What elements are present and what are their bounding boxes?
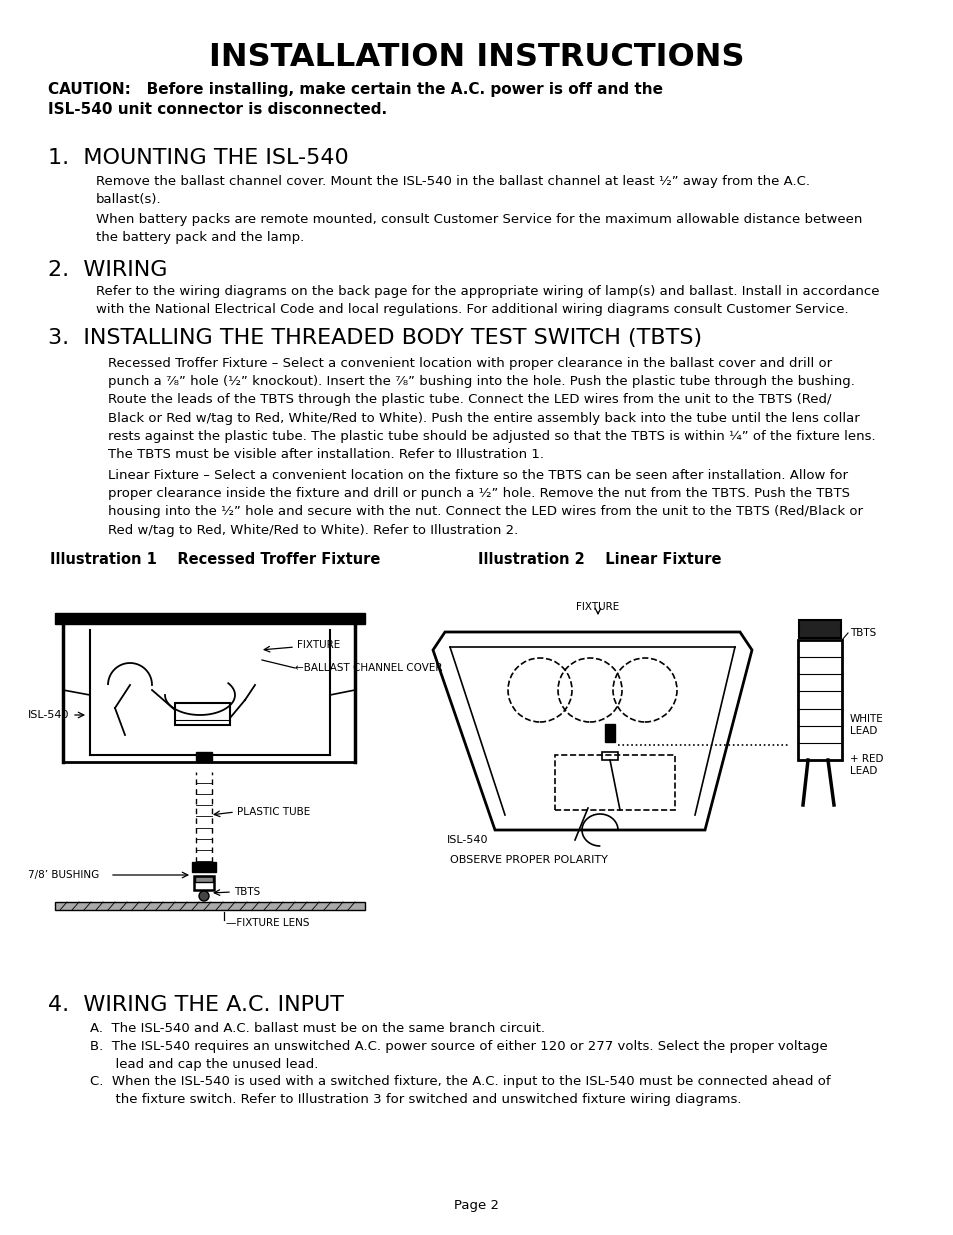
Text: When battery packs are remote mounted, consult Customer Service for the maximum : When battery packs are remote mounted, c… [96, 212, 862, 245]
Text: FIXTURE: FIXTURE [296, 640, 340, 650]
Bar [601, 752, 618, 760]
Text: CAUTION:   Before installing, make certain the A.C. power is off and the
ISL-540: CAUTION: Before installing, make certain… [48, 82, 662, 117]
Text: 4.  WIRING THE A.C. INPUT: 4. WIRING THE A.C. INPUT [48, 995, 344, 1015]
Text: ISL-540: ISL-540 [447, 835, 488, 845]
Text: Recessed Troffer Fixture – Select a convenient location with proper clearance in: Recessed Troffer Fixture – Select a conv… [108, 357, 875, 461]
Bar [195, 752, 212, 762]
Text: —FIXTURE LENS: —FIXTURE LENS [226, 918, 309, 927]
Text: Refer to the wiring diagrams on the back page for the appropriate wiring of lamp: Refer to the wiring diagrams on the back… [96, 285, 879, 316]
Text: + RED
LEAD: + RED LEAD [849, 753, 882, 777]
Bar [604, 724, 615, 742]
Text: Illustration 1    Recessed Troffer Fixture: Illustration 1 Recessed Troffer Fixture [50, 552, 380, 567]
Text: TBTS: TBTS [849, 629, 876, 638]
Bar [797, 640, 841, 760]
Bar [192, 862, 215, 872]
Bar [55, 613, 365, 624]
Bar [174, 703, 230, 725]
Circle shape [199, 890, 209, 902]
Text: OBSERVE PROPER POLARITY: OBSERVE PROPER POLARITY [450, 855, 607, 864]
Text: ISL-540: ISL-540 [28, 710, 70, 720]
Text: FIXTURE: FIXTURE [576, 601, 619, 613]
Text: 1.  MOUNTING THE ISL-540: 1. MOUNTING THE ISL-540 [48, 148, 349, 168]
Text: 7/8’ BUSHING: 7/8’ BUSHING [28, 869, 99, 881]
Text: Remove the ballast channel cover. Mount the ISL-540 in the ballast channel at le: Remove the ballast channel cover. Mount … [96, 175, 809, 206]
Bar [193, 876, 213, 890]
Text: INSTALLATION INSTRUCTIONS: INSTALLATION INSTRUCTIONS [209, 42, 744, 73]
Text: ←BALLAST CHANNEL COVER: ←BALLAST CHANNEL COVER [294, 663, 442, 673]
Text: 2.  WIRING: 2. WIRING [48, 261, 168, 280]
Bar [194, 876, 213, 882]
Text: Illustration 2    Linear Fixture: Illustration 2 Linear Fixture [477, 552, 720, 567]
Text: WHITE
LEAD: WHITE LEAD [849, 714, 882, 736]
Polygon shape [433, 632, 751, 830]
Text: Page 2: Page 2 [454, 1198, 499, 1212]
Bar [55, 902, 365, 910]
Bar [555, 755, 675, 810]
Bar [799, 620, 841, 638]
Text: TBTS: TBTS [233, 887, 260, 897]
Text: C.  When the ISL-540 is used with a switched fixture, the A.C. input to the ISL-: C. When the ISL-540 is used with a switc… [90, 1074, 830, 1107]
Text: 3.  INSTALLING THE THREADED BODY TEST SWITCH (TBTS): 3. INSTALLING THE THREADED BODY TEST SWI… [48, 329, 701, 348]
Text: PLASTIC TUBE: PLASTIC TUBE [236, 806, 310, 818]
Text: B.  The ISL-540 requires an unswitched A.C. power source of either 120 or 277 vo: B. The ISL-540 requires an unswitched A.… [90, 1040, 827, 1071]
Text: Linear Fixture – Select a convenient location on the fixture so the TBTS can be : Linear Fixture – Select a convenient loc… [108, 469, 862, 536]
Text: A.  The ISL-540 and A.C. ballast must be on the same branch circuit.: A. The ISL-540 and A.C. ballast must be … [90, 1023, 544, 1035]
